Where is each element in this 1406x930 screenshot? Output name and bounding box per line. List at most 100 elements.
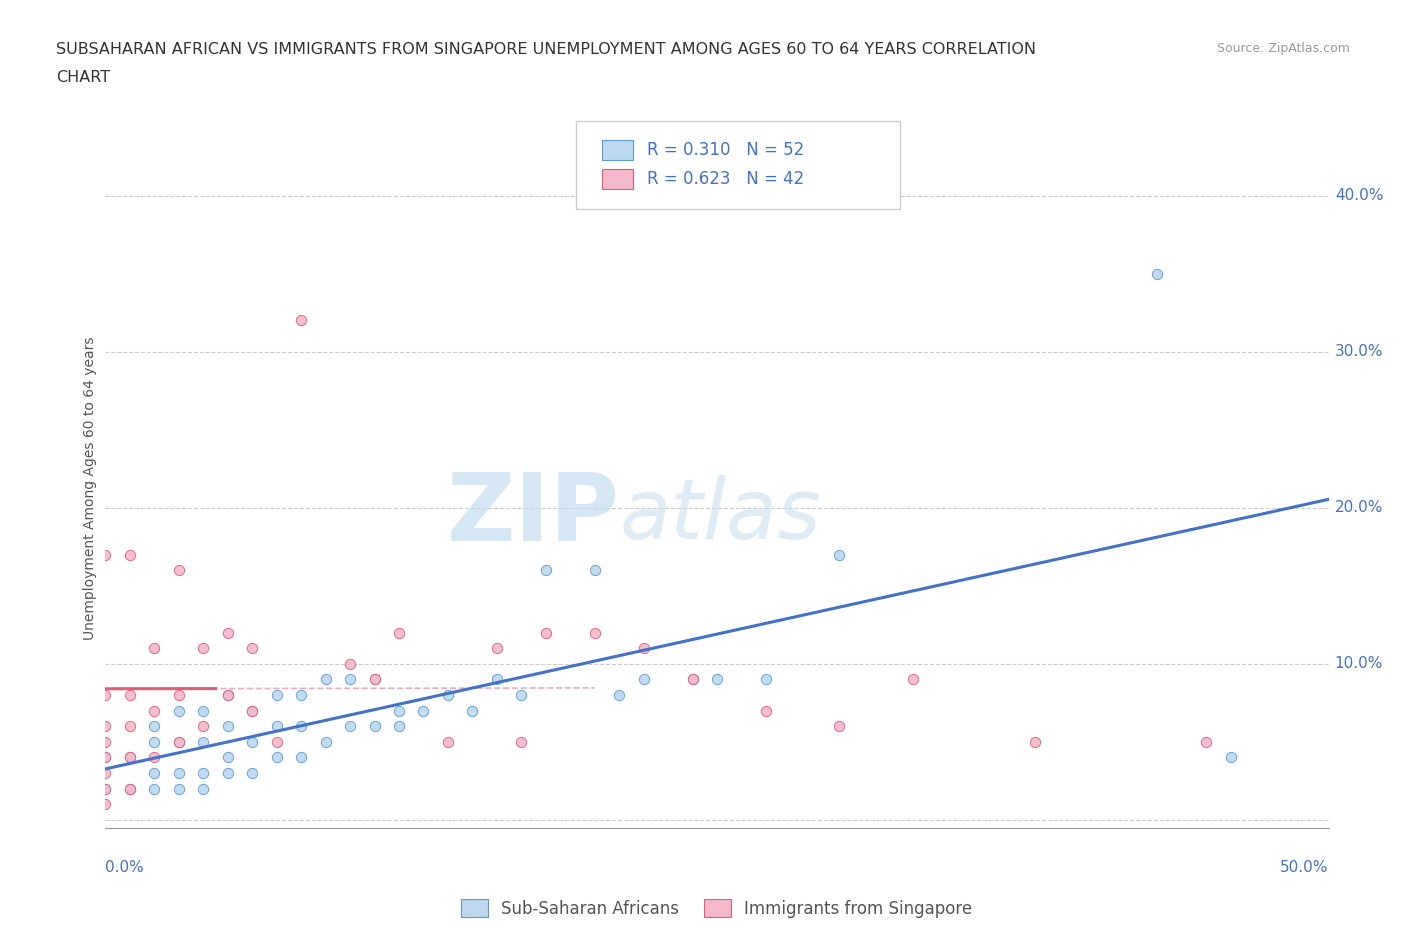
Point: [94, 750, 117, 764]
Point: [901, 672, 924, 687]
Point: [339, 672, 361, 687]
Point: [1024, 735, 1046, 750]
Point: [118, 547, 141, 562]
Point: [1219, 750, 1241, 764]
Point: [217, 719, 239, 734]
Point: [217, 765, 239, 780]
Text: 10.0%: 10.0%: [1334, 657, 1384, 671]
Point: [290, 687, 312, 702]
Point: [143, 765, 166, 780]
Legend: Sub-Saharan Africans, Immigrants from Singapore: Sub-Saharan Africans, Immigrants from Si…: [454, 893, 980, 924]
Point: [485, 672, 508, 687]
Text: 20.0%: 20.0%: [1334, 500, 1384, 515]
Point: [755, 672, 778, 687]
Point: [94, 781, 117, 796]
Point: [437, 687, 460, 702]
Text: R = 0.623   N = 42: R = 0.623 N = 42: [647, 170, 804, 188]
Point: [193, 735, 215, 750]
Point: [339, 719, 361, 734]
Point: [193, 781, 215, 796]
Point: [240, 765, 263, 780]
Point: [534, 625, 557, 640]
Point: [240, 641, 263, 656]
Point: [583, 625, 606, 640]
Y-axis label: Unemployment Among Ages 60 to 64 years: Unemployment Among Ages 60 to 64 years: [83, 337, 97, 640]
Point: [363, 719, 385, 734]
Point: [143, 781, 166, 796]
Point: [94, 797, 117, 812]
Point: [193, 703, 215, 718]
Point: [240, 735, 263, 750]
Point: [217, 750, 239, 764]
Point: [682, 672, 704, 687]
Text: ZIP: ZIP: [446, 470, 619, 562]
Point: [315, 672, 337, 687]
Point: [193, 719, 215, 734]
Point: [755, 703, 778, 718]
Point: [94, 750, 117, 764]
Text: 40.0%: 40.0%: [1334, 188, 1384, 203]
Point: [266, 687, 288, 702]
Text: R = 0.310   N = 52: R = 0.310 N = 52: [647, 141, 804, 159]
Point: [240, 703, 263, 718]
Point: [94, 687, 117, 702]
Point: [193, 765, 215, 780]
Point: [118, 719, 141, 734]
Point: [583, 563, 606, 578]
Point: [94, 719, 117, 734]
Point: [1195, 735, 1218, 750]
Text: Source: ZipAtlas.com: Source: ZipAtlas.com: [1216, 42, 1350, 55]
Point: [217, 687, 239, 702]
Point: [534, 563, 557, 578]
Point: [388, 625, 411, 640]
Point: [167, 703, 190, 718]
Text: SUBSAHARAN AFRICAN VS IMMIGRANTS FROM SINGAPORE UNEMPLOYMENT AMONG AGES 60 TO 64: SUBSAHARAN AFRICAN VS IMMIGRANTS FROM SI…: [56, 42, 1036, 57]
Point: [706, 672, 728, 687]
Point: [461, 703, 484, 718]
Point: [363, 672, 385, 687]
Point: [607, 687, 630, 702]
Text: atlas: atlas: [619, 475, 821, 556]
Point: [1146, 266, 1168, 281]
Point: [118, 781, 141, 796]
Point: [217, 687, 239, 702]
Point: [143, 703, 166, 718]
Point: [339, 657, 361, 671]
Point: [266, 750, 288, 764]
Point: [193, 641, 215, 656]
Point: [94, 781, 117, 796]
Point: [167, 735, 190, 750]
Point: [412, 703, 434, 718]
Point: [633, 641, 655, 656]
Point: [510, 735, 533, 750]
Point: [167, 781, 190, 796]
Point: [290, 719, 312, 734]
Point: [118, 750, 141, 764]
Point: [437, 735, 460, 750]
Point: [682, 672, 704, 687]
Point: [143, 641, 166, 656]
Point: [388, 719, 411, 734]
Text: 50.0%: 50.0%: [1281, 860, 1329, 875]
Point: [167, 563, 190, 578]
Point: [167, 765, 190, 780]
Point: [94, 765, 117, 780]
Point: [143, 719, 166, 734]
Point: [266, 735, 288, 750]
Point: [485, 641, 508, 656]
Point: [290, 313, 312, 328]
Point: [315, 735, 337, 750]
Point: [828, 547, 851, 562]
Text: 30.0%: 30.0%: [1334, 344, 1384, 359]
Point: [363, 672, 385, 687]
Text: 0.0%: 0.0%: [105, 860, 145, 875]
Point: [118, 687, 141, 702]
Point: [118, 750, 141, 764]
Point: [167, 687, 190, 702]
Point: [240, 703, 263, 718]
Point: [118, 781, 141, 796]
Point: [143, 750, 166, 764]
Point: [94, 735, 117, 750]
Point: [143, 735, 166, 750]
Point: [290, 750, 312, 764]
